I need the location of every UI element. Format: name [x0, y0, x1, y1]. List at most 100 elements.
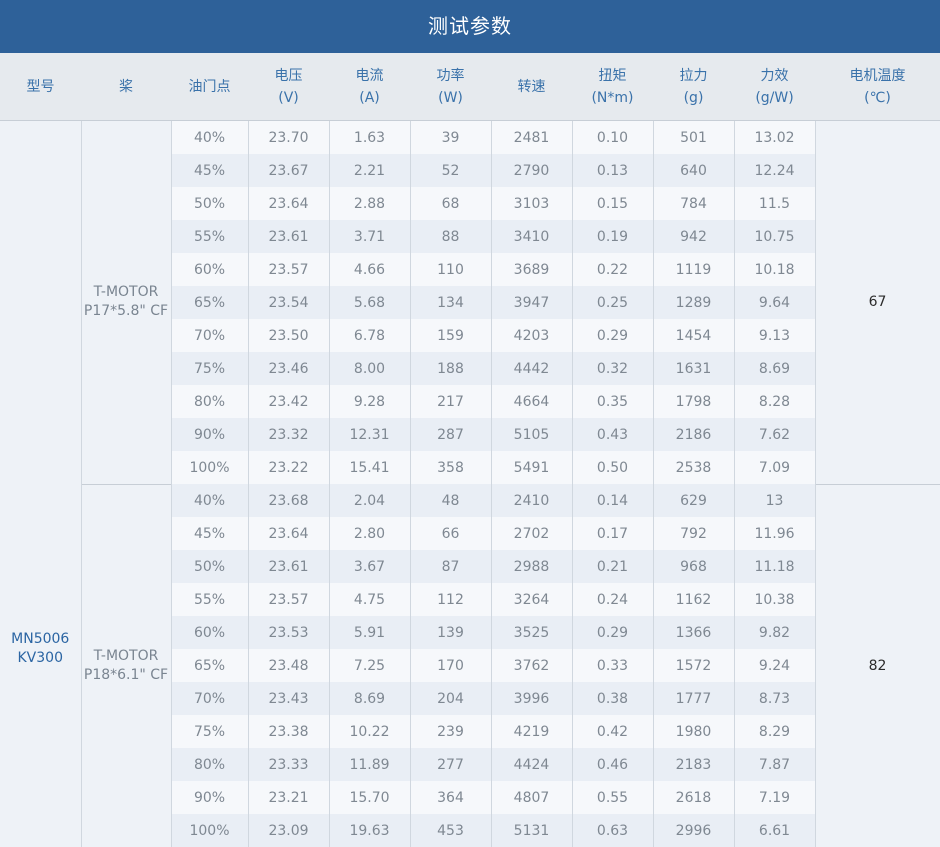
- rpm-cell: 3996: [491, 682, 572, 715]
- torque-cell: 0.25: [572, 286, 653, 319]
- efficiency-cell: 10.38: [734, 583, 815, 616]
- power-cell: 239: [410, 715, 491, 748]
- thrust-cell: 2538: [653, 451, 734, 484]
- torque-cell: 0.14: [572, 484, 653, 517]
- voltage-cell: 23.22: [248, 451, 329, 484]
- thrust-cell: 2186: [653, 418, 734, 451]
- voltage-cell: 23.54: [248, 286, 329, 319]
- rpm-cell: 4424: [491, 748, 572, 781]
- efficiency-cell: 13: [734, 484, 815, 517]
- voltage-cell: 23.57: [248, 253, 329, 286]
- current-cell: 2.04: [329, 484, 410, 517]
- power-cell: 204: [410, 682, 491, 715]
- current-cell: 6.78: [329, 319, 410, 352]
- header-motor-temp: 电机温度(℃): [815, 53, 940, 121]
- rpm-cell: 5491: [491, 451, 572, 484]
- voltage-cell: 23.38: [248, 715, 329, 748]
- efficiency-cell: 12.24: [734, 154, 815, 187]
- propeller-brand: T-MOTOR: [82, 647, 171, 666]
- rpm-cell: 4219: [491, 715, 572, 748]
- rpm-cell: 2410: [491, 484, 572, 517]
- rpm-cell: 3689: [491, 253, 572, 286]
- header-efficiency: 力效(g/W): [734, 53, 815, 121]
- efficiency-cell: 6.61: [734, 814, 815, 847]
- efficiency-cell: 7.09: [734, 451, 815, 484]
- thrust-cell: 1119: [653, 253, 734, 286]
- torque-cell: 0.10: [572, 121, 653, 155]
- test-parameters-table: 型号 桨 油门点 电压(V) 电流(A) 功率(W) 转速 扭矩(N*m) 拉力…: [0, 53, 940, 847]
- header-rpm: 转速: [491, 53, 572, 121]
- voltage-cell: 23.68: [248, 484, 329, 517]
- motor-temp-cell: 67: [815, 121, 940, 485]
- throttle-cell: 55%: [171, 583, 248, 616]
- thrust-cell: 1289: [653, 286, 734, 319]
- current-cell: 9.28: [329, 385, 410, 418]
- header-row: 型号 桨 油门点 电压(V) 电流(A) 功率(W) 转速 扭矩(N*m) 拉力…: [0, 53, 940, 121]
- throttle-cell: 90%: [171, 781, 248, 814]
- thrust-cell: 792: [653, 517, 734, 550]
- model-kv: KV300: [0, 649, 81, 668]
- power-cell: 453: [410, 814, 491, 847]
- voltage-cell: 23.61: [248, 550, 329, 583]
- power-cell: 87: [410, 550, 491, 583]
- current-cell: 10.22: [329, 715, 410, 748]
- efficiency-cell: 8.29: [734, 715, 815, 748]
- rpm-cell: 5105: [491, 418, 572, 451]
- thrust-cell: 1777: [653, 682, 734, 715]
- efficiency-cell: 11.18: [734, 550, 815, 583]
- torque-cell: 0.43: [572, 418, 653, 451]
- voltage-cell: 23.67: [248, 154, 329, 187]
- rpm-cell: 2481: [491, 121, 572, 155]
- power-cell: 170: [410, 649, 491, 682]
- efficiency-cell: 7.62: [734, 418, 815, 451]
- current-cell: 4.75: [329, 583, 410, 616]
- voltage-cell: 23.48: [248, 649, 329, 682]
- throttle-cell: 65%: [171, 649, 248, 682]
- power-cell: 358: [410, 451, 491, 484]
- header-propeller: 桨: [81, 53, 171, 121]
- throttle-cell: 50%: [171, 550, 248, 583]
- rpm-cell: 3410: [491, 220, 572, 253]
- efficiency-cell: 13.02: [734, 121, 815, 155]
- voltage-cell: 23.32: [248, 418, 329, 451]
- rpm-cell: 3103: [491, 187, 572, 220]
- current-cell: 15.41: [329, 451, 410, 484]
- header-throttle: 油门点: [171, 53, 248, 121]
- efficiency-cell: 10.75: [734, 220, 815, 253]
- propeller-brand: T-MOTOR: [82, 283, 171, 302]
- voltage-cell: 23.42: [248, 385, 329, 418]
- power-cell: 112: [410, 583, 491, 616]
- rpm-cell: 2988: [491, 550, 572, 583]
- thrust-cell: 1454: [653, 319, 734, 352]
- rpm-cell: 4442: [491, 352, 572, 385]
- power-cell: 66: [410, 517, 491, 550]
- thrust-cell: 2996: [653, 814, 734, 847]
- torque-cell: 0.22: [572, 253, 653, 286]
- throttle-cell: 90%: [171, 418, 248, 451]
- torque-cell: 0.24: [572, 583, 653, 616]
- throttle-cell: 80%: [171, 385, 248, 418]
- current-cell: 3.71: [329, 220, 410, 253]
- torque-cell: 0.29: [572, 319, 653, 352]
- torque-cell: 0.21: [572, 550, 653, 583]
- throttle-cell: 50%: [171, 187, 248, 220]
- current-cell: 3.67: [329, 550, 410, 583]
- voltage-cell: 23.46: [248, 352, 329, 385]
- throttle-cell: 100%: [171, 814, 248, 847]
- torque-cell: 0.35: [572, 385, 653, 418]
- efficiency-cell: 9.64: [734, 286, 815, 319]
- thrust-cell: 1162: [653, 583, 734, 616]
- rpm-cell: 3264: [491, 583, 572, 616]
- voltage-cell: 23.43: [248, 682, 329, 715]
- throttle-cell: 70%: [171, 682, 248, 715]
- thrust-cell: 2618: [653, 781, 734, 814]
- power-cell: 88: [410, 220, 491, 253]
- header-model: 型号: [0, 53, 81, 121]
- efficiency-cell: 11.5: [734, 187, 815, 220]
- motor-temp-cell: 82: [815, 484, 940, 847]
- current-cell: 2.80: [329, 517, 410, 550]
- torque-cell: 0.55: [572, 781, 653, 814]
